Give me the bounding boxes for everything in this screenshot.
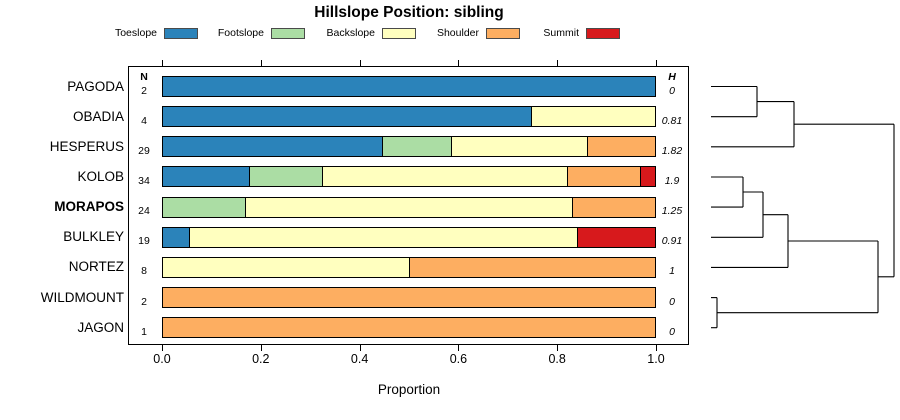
stacked-bar-morapos: [162, 196, 656, 218]
stacked-bar-nortez: [162, 256, 656, 278]
n-value: 29: [138, 144, 150, 157]
row-label-morapos: MORAPOS: [54, 199, 124, 215]
row-label-kolob: KOLOB: [77, 168, 124, 184]
h-value: 0.91: [661, 235, 683, 248]
n-column-header: N: [140, 71, 148, 83]
bar-segment-summit: [576, 227, 656, 247]
bar-segment-toeslope: [163, 227, 189, 247]
bar-segment-toeslope: [163, 167, 250, 187]
x-axis-top-tick: [458, 60, 460, 66]
legend-swatch-backslope: [382, 27, 416, 39]
h-value: 1.82: [661, 144, 683, 157]
n-value: 2: [141, 84, 147, 97]
bar-segment-backslope: [531, 107, 655, 127]
bar-segment-shoulder: [566, 167, 640, 187]
h-value: 0: [669, 84, 675, 97]
legend-label: Footslope: [217, 27, 264, 39]
bar-segment-shoulder: [163, 318, 655, 338]
legend-label: Backslope: [326, 27, 375, 39]
row-label-nortez: NORTEZ: [68, 259, 124, 275]
stacked-bar-pagoda: [162, 76, 656, 97]
legend-swatch-footslope: [271, 27, 305, 39]
stacked-bar-kolob: [162, 166, 656, 188]
x-axis-top-tick: [656, 60, 657, 66]
legend-item-footslope: Footslope: [160, 26, 305, 40]
row-label-pagoda: PAGODA: [67, 78, 124, 94]
x-axis-bottom-tick: [458, 345, 460, 351]
bar-segment-backslope: [321, 167, 567, 187]
row-label-hesperus: HESPERUS: [49, 138, 124, 154]
h-value: 1.25: [661, 205, 683, 218]
h-value: 0: [669, 295, 675, 308]
row-label-obadia: OBADIA: [72, 108, 124, 124]
stacked-bar-bulkley: [162, 226, 656, 248]
row-label-wildmount: WILDMOUNT: [40, 289, 124, 305]
row-label-jagon: JAGON: [77, 319, 124, 335]
n-value: 8: [141, 265, 147, 278]
row-label-bulkley: BULKLEY: [63, 229, 124, 245]
x-axis-tick-label: 0.4: [350, 352, 369, 366]
bar-segment-footslope: [382, 137, 451, 157]
x-axis-tick-label: 0.6: [449, 352, 468, 366]
legend-swatch-shoulder: [486, 27, 520, 39]
n-value: 24: [138, 205, 150, 218]
x-axis-top-tick: [359, 60, 361, 66]
legend-swatch-summit: [586, 27, 620, 39]
x-axis-bottom-tick: [557, 345, 559, 351]
h-column-header: H: [668, 71, 676, 83]
stacked-bar-jagon: [162, 317, 656, 339]
legend-item-summit: Summit: [475, 26, 620, 40]
bar-segment-toeslope: [163, 107, 532, 127]
x-axis-bottom-tick: [656, 345, 657, 351]
n-value: 2: [141, 295, 147, 308]
x-axis-tick-label: 0.2: [252, 352, 270, 366]
x-axis-bottom-tick: [260, 345, 262, 351]
bar-segment-footslope: [163, 197, 245, 217]
n-value: 34: [138, 174, 150, 187]
x-axis-tick-label: 0.8: [548, 352, 566, 366]
bar-segment-toeslope: [163, 137, 383, 157]
legend-label: Toeslope: [114, 27, 157, 39]
bar-segment-shoulder: [408, 257, 655, 277]
bar-segment-backslope: [163, 257, 409, 277]
n-value: 19: [138, 235, 150, 248]
n-value: 1: [141, 325, 147, 338]
x-axis-bottom-tick: [359, 345, 361, 351]
h-value: 1: [669, 265, 675, 278]
chart-title: Hillslope Position: sibling: [314, 4, 504, 21]
x-axis-top-tick: [162, 60, 163, 66]
n-value: 4: [141, 114, 147, 127]
legend-item-shoulder: Shoulder: [375, 26, 520, 40]
bar-segment-backslope: [450, 137, 587, 157]
bar-segment-shoulder: [572, 197, 655, 217]
x-axis-top-tick: [557, 60, 559, 66]
stacked-bar-wildmount: [162, 287, 656, 309]
bar-segment-backslope: [188, 227, 577, 247]
x-axis-top-tick: [260, 60, 262, 66]
h-value: 0: [669, 325, 675, 338]
dendrogram: [711, 85, 895, 329]
plot-area-border: [128, 66, 689, 345]
legend-label: Shoulder: [436, 27, 479, 39]
stacked-bar-obadia: [162, 106, 656, 128]
x-axis-bottom-tick: [162, 345, 163, 351]
stacked-bar-hesperus: [162, 136, 656, 158]
legend-item-toeslope: Toeslope: [53, 26, 198, 40]
h-value: 1.9: [664, 174, 680, 187]
bar-segment-shoulder: [163, 288, 655, 308]
bar-segment-toeslope: [163, 77, 655, 96]
x-axis-tick-label: 0.0: [153, 352, 171, 366]
legend: Toeslope Footslope Backslope Shoulder Summit: [0, 0, 900, 46]
bar-segment-summit: [639, 167, 655, 187]
bar-segment-backslope: [244, 197, 573, 217]
x-axis-tick-label: 1.0: [647, 352, 665, 366]
bar-segment-shoulder: [586, 137, 656, 157]
h-value: 0.81: [661, 114, 683, 127]
bar-segment-footslope: [249, 167, 322, 187]
x-axis-label: Proportion: [377, 382, 441, 397]
legend-item-backslope: Backslope: [271, 26, 416, 40]
legend-label: Summit: [543, 27, 579, 39]
legend-swatch-toeslope: [164, 27, 198, 39]
